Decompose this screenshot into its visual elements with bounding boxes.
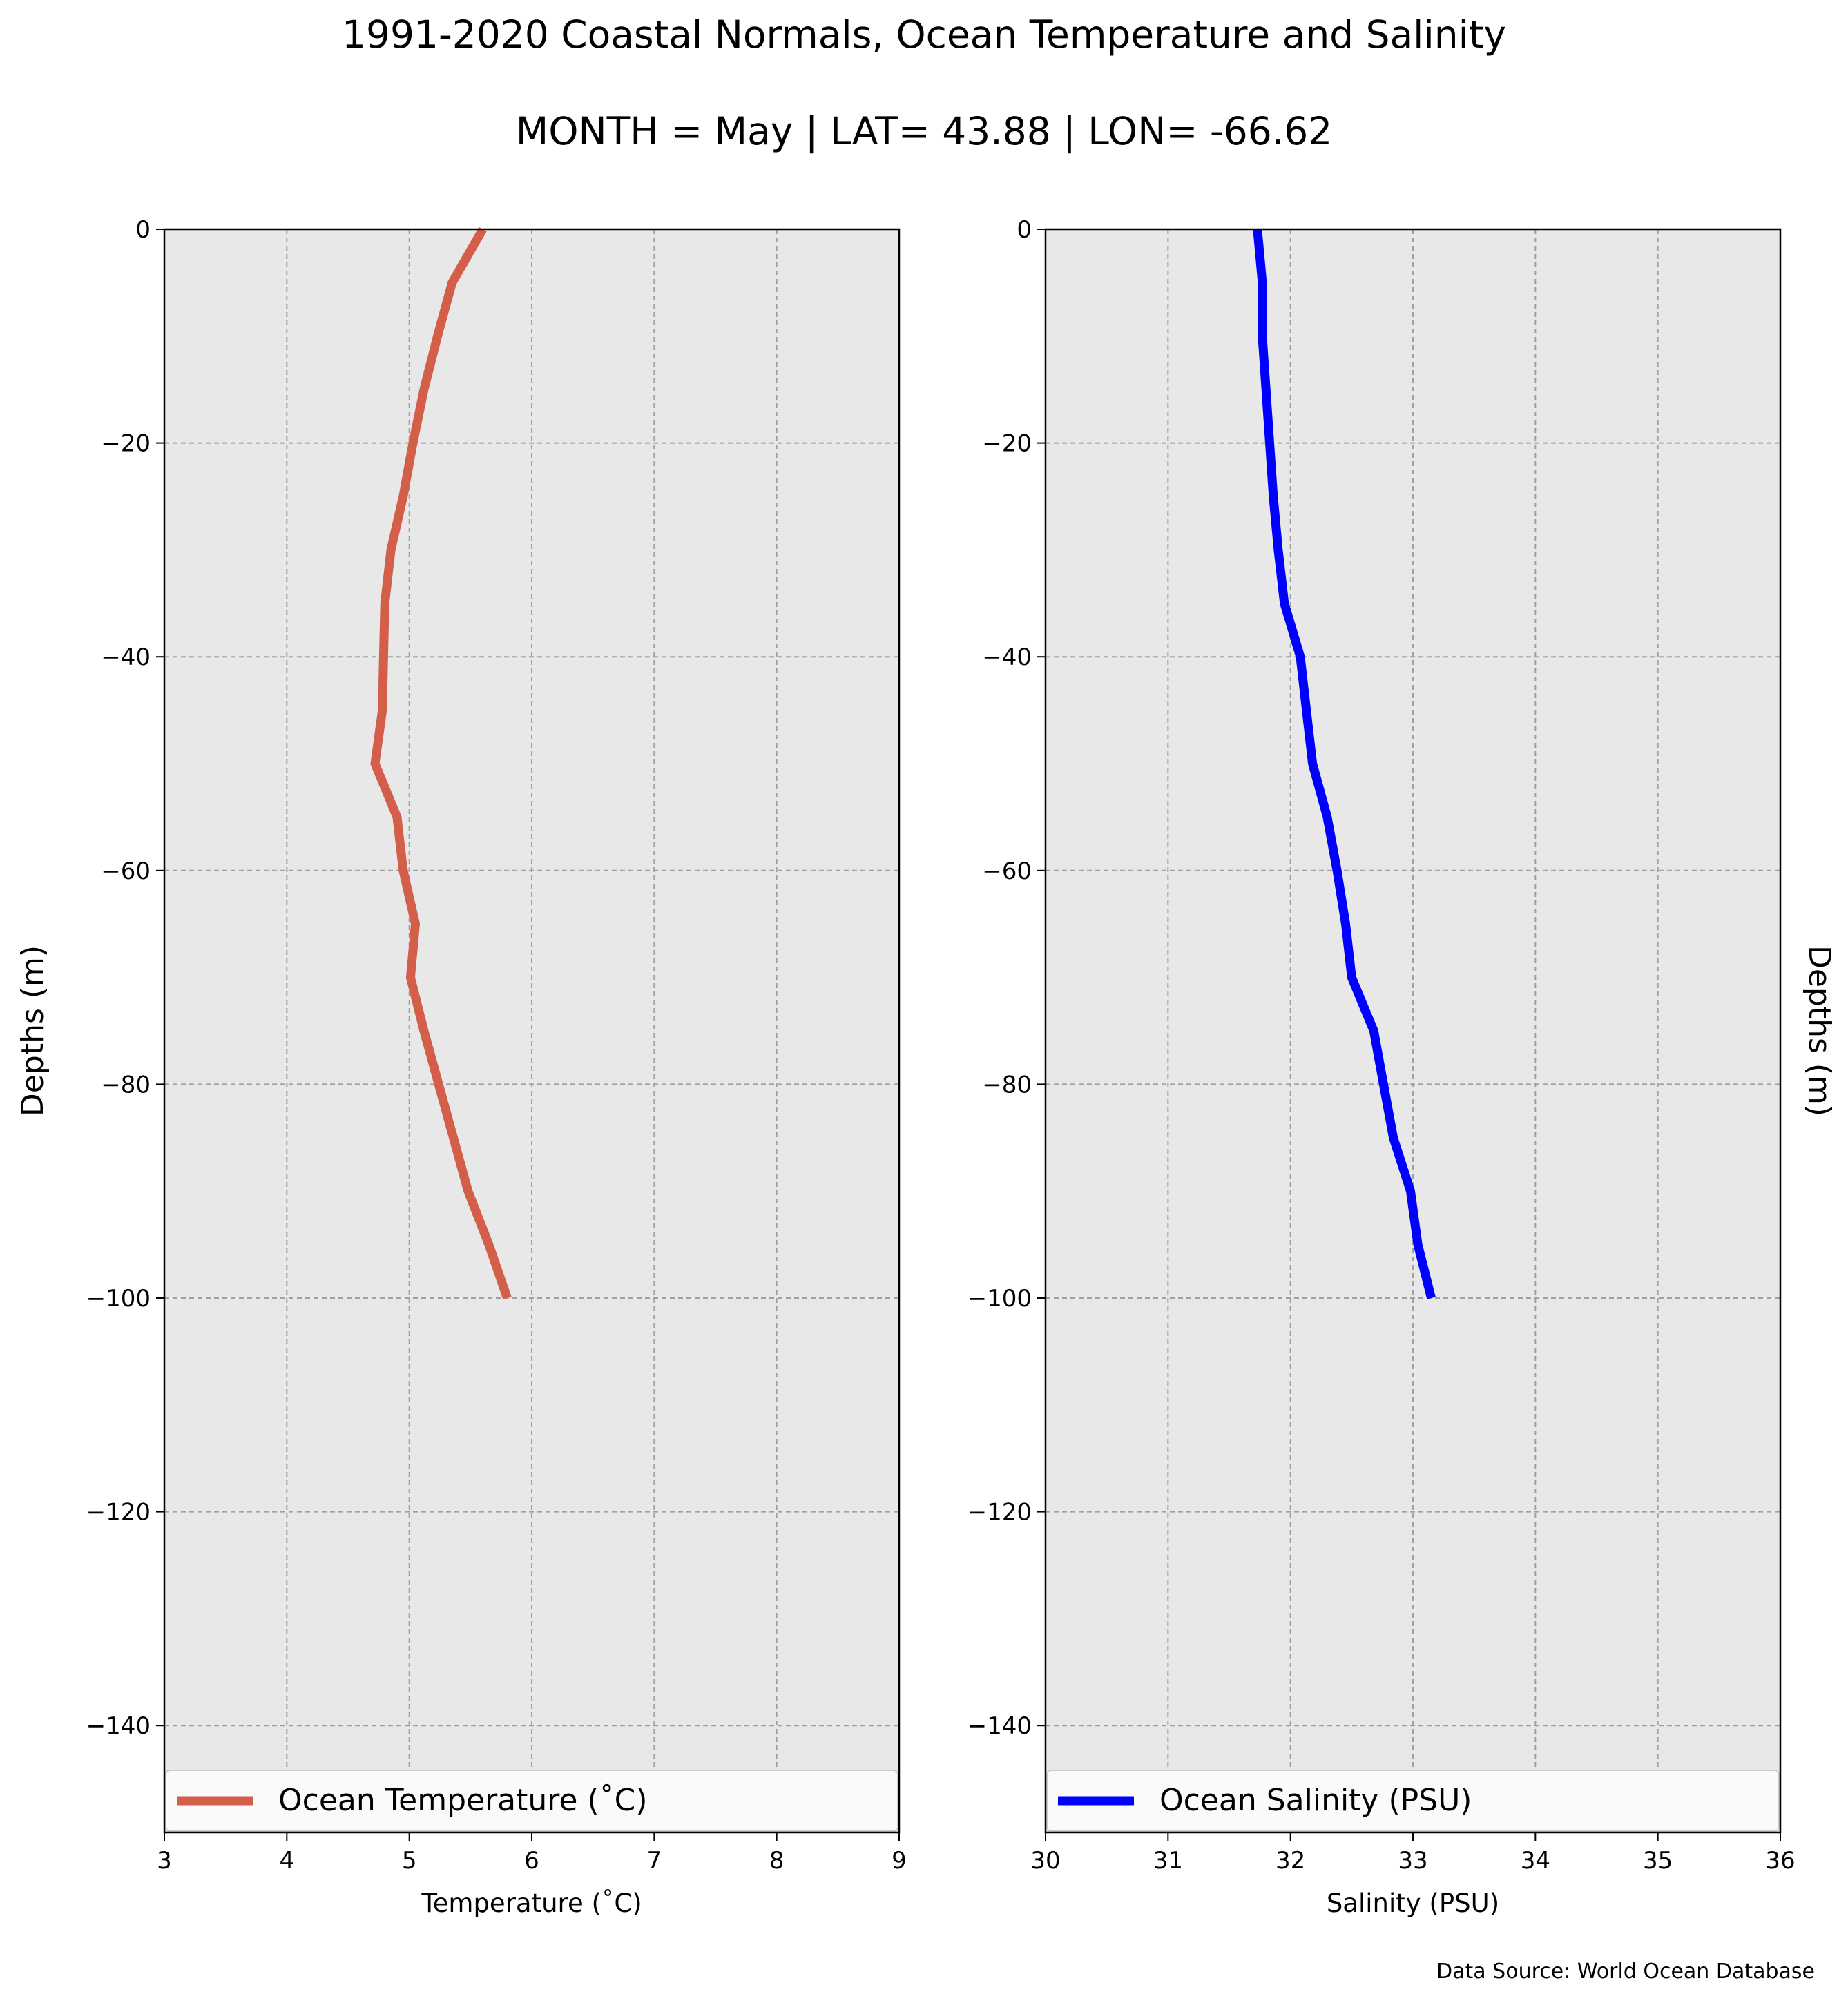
y-tick-label: −120 <box>968 1499 1032 1527</box>
y-tick-label: 0 <box>1017 216 1032 244</box>
legend: Ocean Salinity (PSU) <box>1046 1770 1780 1832</box>
plot-frame <box>1044 228 1782 1834</box>
gridlines <box>1046 229 1780 1832</box>
gridlines <box>164 229 899 1832</box>
x-tick-label: 32 <box>1276 1847 1305 1875</box>
y-tick-label: −40 <box>982 644 1032 671</box>
y-tick-label: −20 <box>101 430 151 458</box>
salinity-panel: 30 31 32 33 34 35 36 0 −20 −40 −60 −80 −100 −120 −140 O… <box>968 216 1837 1918</box>
x-tick-label: 7 <box>647 1847 662 1875</box>
chart-title: 1991-2020 Coastal Normals, Ocean Tempera… <box>341 12 1506 57</box>
y-axis-label: Depths (m) <box>15 945 50 1116</box>
y-tick-label: −140 <box>968 1712 1032 1740</box>
legend-box <box>1046 1770 1780 1832</box>
y-tick-label: −20 <box>982 430 1032 458</box>
temperature-panel: 3 4 5 6 7 8 9 0 −20 −40 −60 −80 −100 −120 −140 Ocean Te… <box>15 216 907 1918</box>
y-tick-label: −80 <box>101 1071 151 1099</box>
legend-box <box>165 1770 898 1832</box>
y-tick-label: −80 <box>982 1071 1032 1099</box>
chart-subtitle: MONTH = May | LAT= 43.88 | LON= -66.62 <box>515 109 1333 153</box>
series-line <box>1253 229 1436 1299</box>
x-tick-label: 34 <box>1521 1847 1550 1875</box>
x-tick-label: 3 <box>157 1847 172 1875</box>
series-line <box>370 226 512 1300</box>
data-source-note: Data Source: World Ocean Database <box>1436 1960 1815 1984</box>
y-tick-label: −60 <box>982 858 1032 885</box>
x-tick-label: 6 <box>524 1847 539 1875</box>
x-tick-label: 30 <box>1030 1847 1060 1875</box>
y-tick-label: 0 <box>135 216 151 244</box>
x-axis-label: Temperature (˚C) <box>421 1888 642 1918</box>
x-tick-label: 36 <box>1765 1847 1795 1875</box>
y-tick-label: −140 <box>86 1712 151 1740</box>
y-tick-label: −100 <box>968 1285 1032 1313</box>
x-tick-label: 9 <box>892 1847 907 1875</box>
x-tick-label: 5 <box>402 1847 417 1875</box>
x-axis-label: Salinity (PSU) <box>1327 1888 1499 1918</box>
legend-label: Ocean Salinity (PSU) <box>1159 1783 1472 1818</box>
legend: Ocean Temperature (˚C) <box>165 1770 898 1832</box>
y-tick-label: −40 <box>101 644 151 671</box>
legend-label: Ocean Temperature (˚C) <box>278 1783 648 1818</box>
x-tick-label: 35 <box>1643 1847 1673 1875</box>
x-tick-label: 4 <box>280 1847 295 1875</box>
x-tick-label: 33 <box>1398 1847 1427 1875</box>
y-axis-label: Depths (m) <box>1802 945 1837 1116</box>
y-tick-label: −60 <box>101 858 151 885</box>
x-tick-label: 8 <box>769 1847 785 1875</box>
x-tick-label: 31 <box>1153 1847 1183 1875</box>
plot-frame <box>163 228 901 1834</box>
y-tick-label: −120 <box>86 1499 151 1527</box>
y-tick-label: −100 <box>86 1285 151 1313</box>
